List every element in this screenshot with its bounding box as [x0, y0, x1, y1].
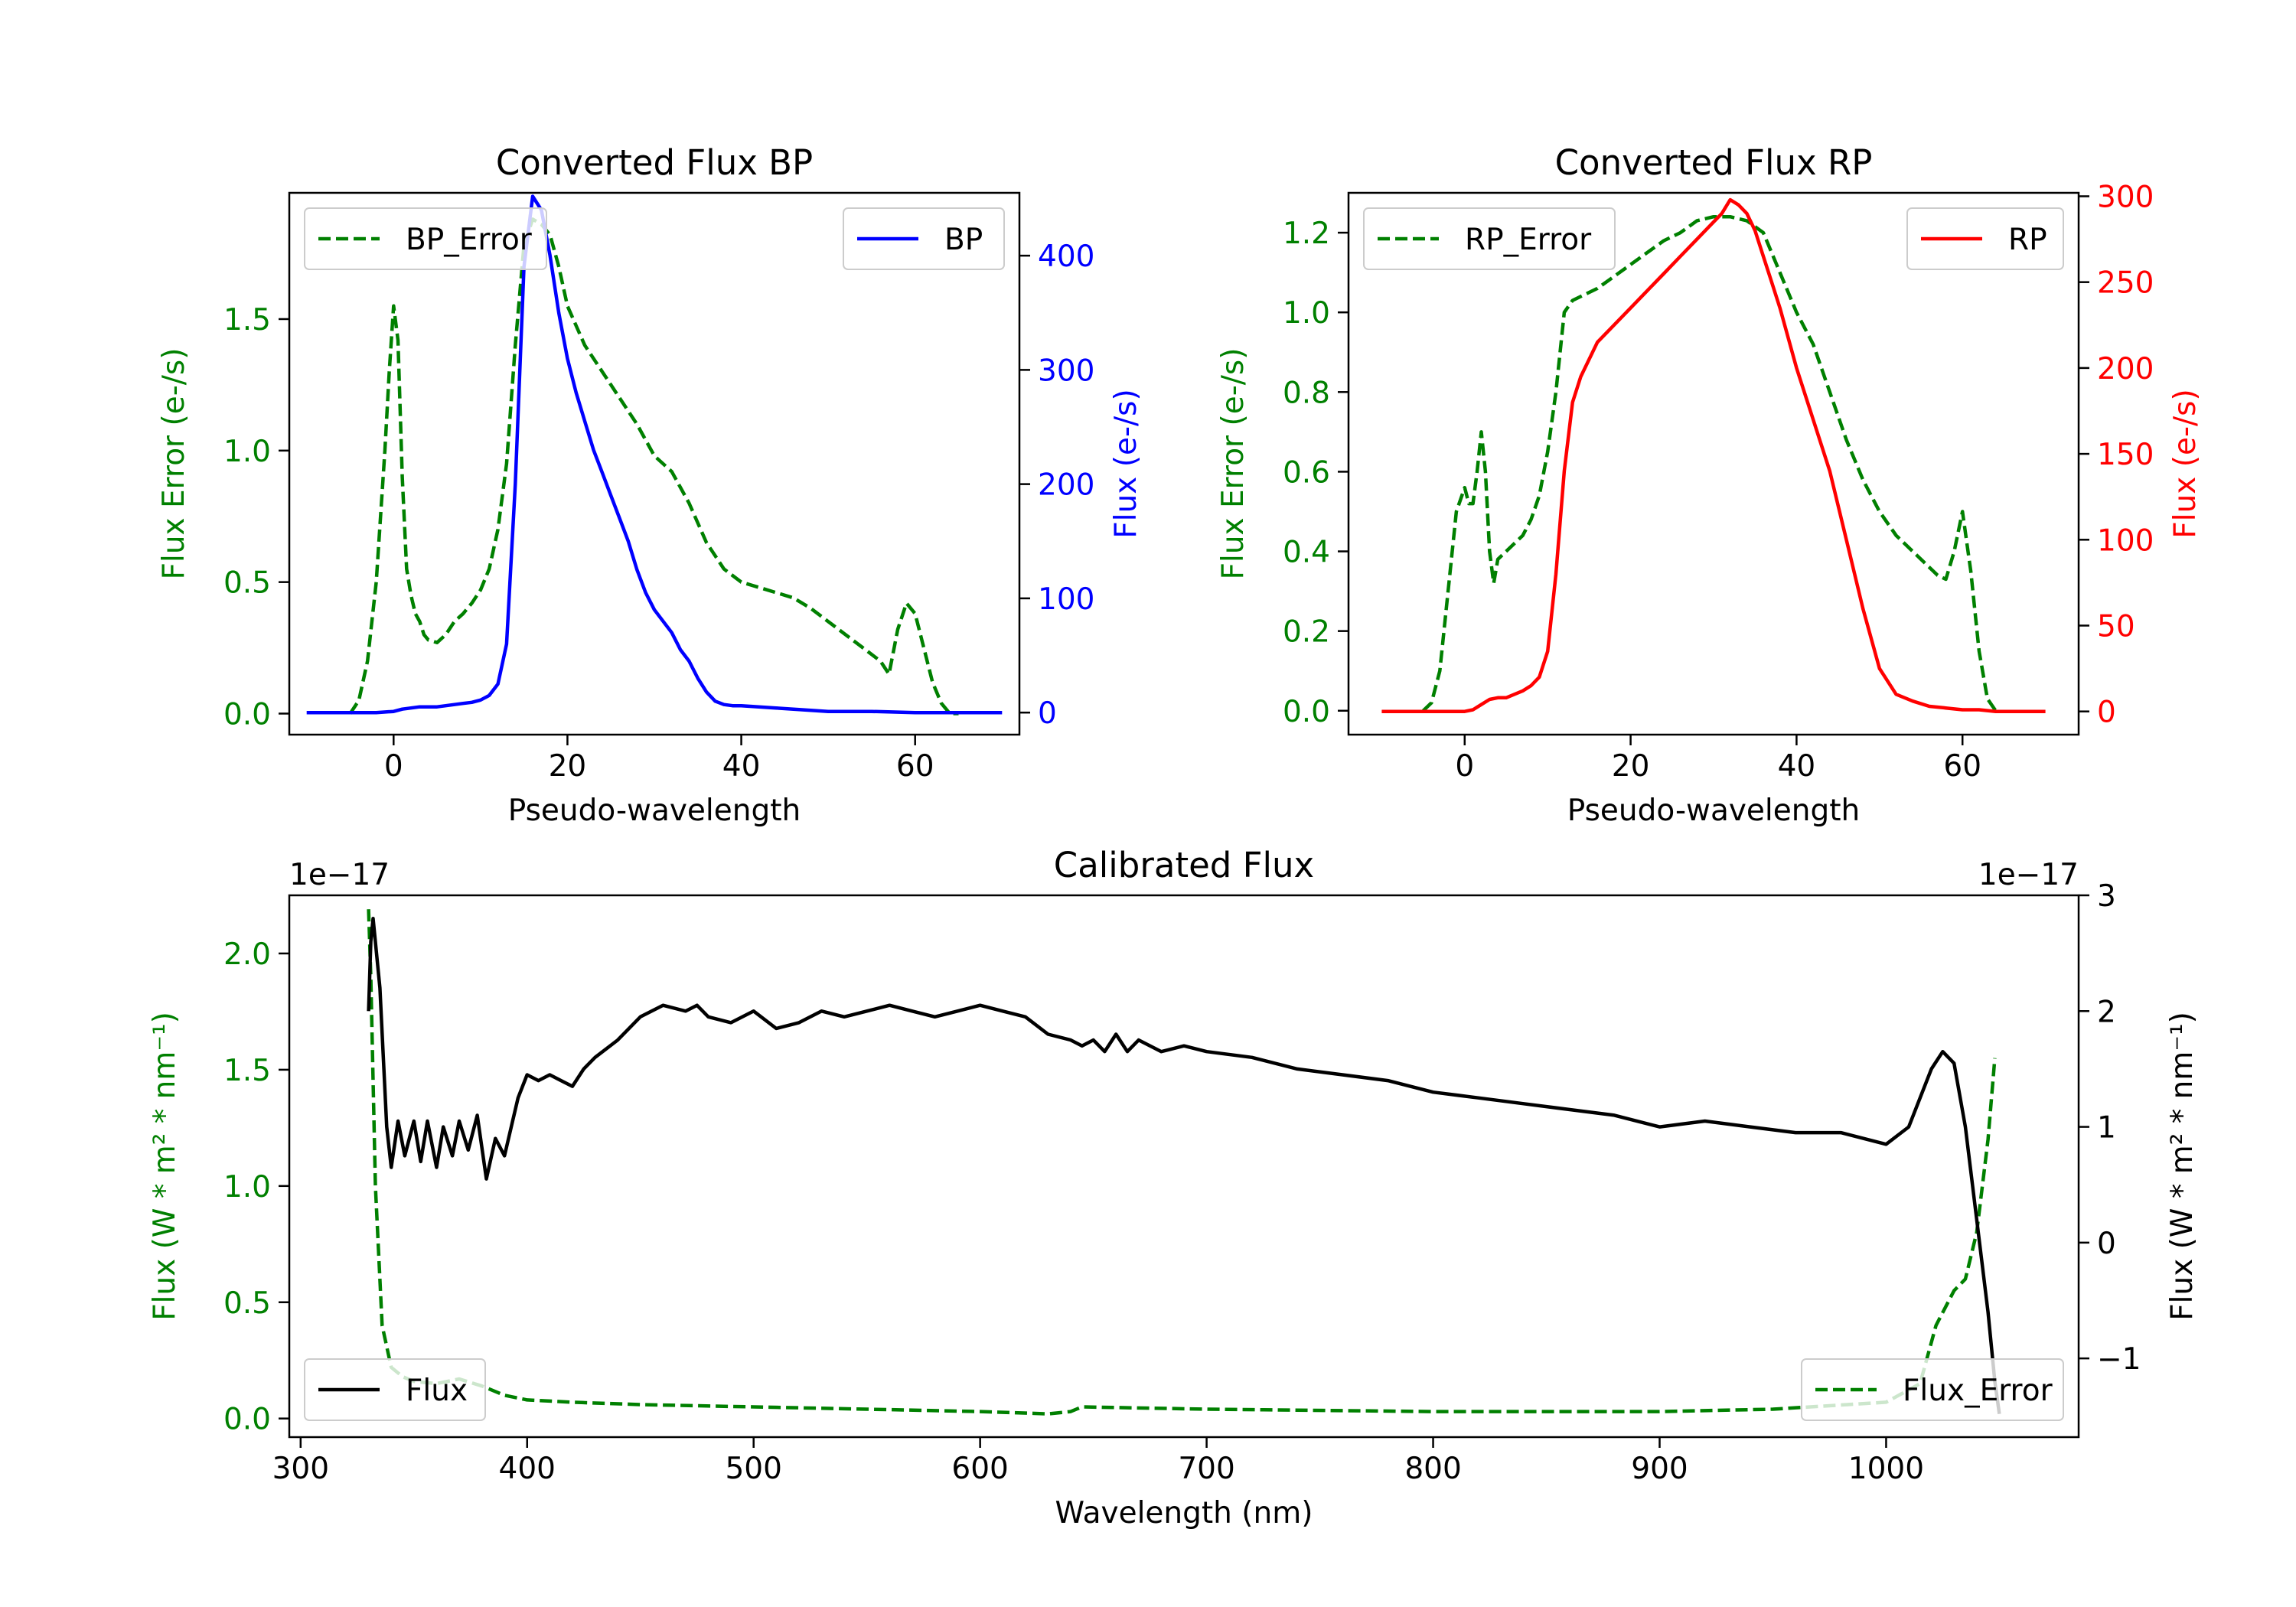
y2-tick-label: 100	[2097, 523, 2154, 558]
y2-axis-label: Flux (e-/s)	[2168, 389, 2203, 538]
legend-label: Flux	[406, 1374, 468, 1408]
y-tick-label: 1.0	[223, 1170, 271, 1204]
y2-tick-label: 300	[2097, 180, 2154, 214]
panel-cal: 300 400 500 600 700 800 900 1000 0.0 0.5 1.0 1.5 2.0…	[148, 845, 2200, 1530]
y-tick-label: 0.4	[1283, 536, 1330, 570]
series-rp	[1381, 197, 2046, 713]
y2-tick-label: 3	[2097, 879, 2116, 914]
x-tick-label: 0	[384, 749, 403, 784]
y2-axis-label: Flux (W * m² * nm⁻¹)	[2165, 1012, 2200, 1321]
y2-tick-label: 2	[2097, 995, 2116, 1029]
y-tick-label: 2.0	[223, 937, 271, 972]
x-axis-label: Pseudo-wavelength	[508, 794, 801, 828]
x-tick-label: 1000	[1848, 1452, 1924, 1486]
legend-rp-error: RP_Error	[1363, 207, 1616, 270]
y2-tick-label: 0	[2097, 1227, 2116, 1261]
x-tick-label: 20	[1612, 749, 1650, 784]
legend-label: Flux_Error	[1903, 1374, 2053, 1408]
y2-tick-label: 0	[1038, 696, 1057, 731]
y-tick-label: 1.5	[223, 1054, 271, 1088]
chart-title: Converted Flux RP	[1555, 142, 1873, 183]
legend-box	[843, 207, 1005, 270]
y2-tick-label: 150	[2097, 438, 2154, 472]
y2-tick-label: 1	[2097, 1111, 2116, 1146]
legend-label: RP_Error	[1465, 223, 1592, 257]
y-axis-label: Flux (W * m² * nm⁻¹)	[148, 1012, 182, 1321]
legend-box	[1906, 207, 2064, 270]
panel-rp: 0 20 40 60 0.0 0.2 0.4 0.6 0.8 1.0 1.2 0 50 100 150 200…	[1216, 142, 2203, 828]
y-tick-label: 1.2	[1283, 217, 1330, 251]
x-tick-label: 20	[549, 749, 587, 784]
axes-frame-cal	[288, 894, 2080, 1439]
x-tick-label: 600	[951, 1452, 1008, 1486]
y2-tick-label: 400	[1038, 240, 1094, 274]
y2-tick-label: 300	[1038, 354, 1094, 388]
legend-flux-error: Flux_Error	[1801, 1358, 2064, 1421]
y2-tick-label: 200	[1038, 468, 1094, 503]
legend-label: BP_Error	[406, 223, 533, 257]
x-axis-label: Pseudo-wavelength	[1567, 794, 1860, 828]
x-tick-label: 40	[1778, 749, 1816, 784]
y-axis-label: Flux Error (e-/s)	[157, 348, 191, 580]
legend-box	[1363, 207, 1616, 270]
series-group-rp	[1381, 197, 2046, 713]
series-rp-error	[1422, 214, 1998, 712]
y-tick-label: 0.8	[1283, 376, 1330, 410]
y-tick-label: 0.0	[1283, 695, 1330, 729]
legend-label: BP	[944, 223, 983, 257]
chart-title: Converted Flux BP	[496, 142, 813, 183]
y2-tick-label: −1	[2097, 1342, 2141, 1377]
y-axis-label: Flux Error (e-/s)	[1216, 348, 1251, 580]
x-tick-label: 60	[1943, 749, 1981, 784]
panel-bp: 0 20 40 60 0.0 0.5 1.0 1.5 0 100 200 300 400 Converte…	[157, 142, 1143, 828]
x-tick-label: 60	[896, 749, 934, 784]
x-tick-label: 0	[1455, 749, 1474, 784]
axes-frame-rp	[1347, 191, 2080, 736]
x-tick-label: 500	[725, 1452, 781, 1486]
legend-box	[304, 207, 547, 270]
x-tick-label: 800	[1404, 1452, 1461, 1486]
y-offset-label: 1e−17	[289, 858, 390, 892]
legend-bp-error: BP_Error	[304, 207, 547, 270]
y2-offset-label: 1e−17	[1978, 858, 2079, 892]
y-tick-label: 0.2	[1283, 615, 1330, 650]
x-axis-label: Wavelength (nm)	[1055, 1496, 1313, 1530]
y2-tick-label: 200	[2097, 352, 2154, 386]
x-tick-label: 400	[499, 1452, 556, 1486]
series-bp	[306, 194, 1003, 715]
series-bp-error	[348, 217, 959, 715]
y2-tick-label: 100	[1038, 582, 1094, 617]
legend-box	[304, 1358, 486, 1421]
y-tick-label: 1.0	[1283, 296, 1330, 331]
x-tick-label: 700	[1178, 1452, 1234, 1486]
axes-frame-bp	[288, 191, 1021, 736]
series-group-cal	[367, 909, 2001, 1416]
y2-tick-label: 50	[2097, 610, 2135, 644]
legend-flux: Flux	[304, 1358, 486, 1421]
y-tick-label: 0.0	[223, 698, 271, 732]
chart-title: Calibrated Flux	[1054, 845, 1314, 885]
series-flux	[367, 917, 2001, 1415]
y2-tick-label: 250	[2097, 266, 2154, 301]
y-tick-label: 0.5	[223, 1286, 271, 1321]
x-tick-label: 40	[722, 749, 761, 784]
y-tick-label: 0.0	[223, 1403, 271, 1437]
series-group-bp	[306, 194, 1003, 715]
legend-label: RP	[2008, 223, 2047, 257]
series-flux-error	[367, 909, 1997, 1416]
y2-axis-label: Flux (e-/s)	[1109, 389, 1143, 538]
legend-box	[1801, 1358, 2064, 1421]
y-tick-label: 0.6	[1283, 455, 1330, 490]
legend-rp: RP	[1906, 207, 2064, 270]
x-tick-label: 300	[272, 1452, 329, 1486]
legend-bp: BP	[843, 207, 1005, 270]
y-tick-label: 1.5	[223, 303, 271, 337]
y-tick-label: 0.5	[223, 566, 271, 601]
x-tick-label: 900	[1631, 1452, 1688, 1486]
y2-tick-label: 0	[2097, 696, 2116, 730]
y-tick-label: 1.0	[223, 435, 271, 469]
